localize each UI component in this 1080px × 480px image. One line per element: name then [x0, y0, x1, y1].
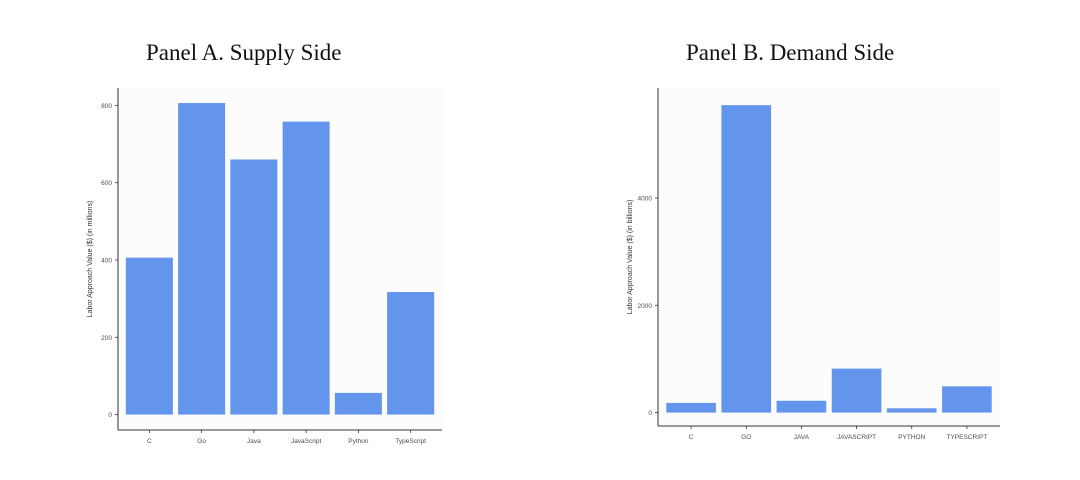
panel-b-bar-python	[886, 408, 937, 413]
panel-b-bar-go	[721, 105, 772, 413]
panel-a-y-axis-label: Labor Approach Value ($) (in millions)	[87, 201, 94, 318]
panel-b-bar-c	[666, 402, 716, 413]
panel-b-y-tick-label-2000: 2000	[638, 303, 653, 310]
panel-a-bar-c	[125, 257, 173, 415]
panel-a-title: Panel A. Supply Side	[146, 40, 342, 65]
panel-b-x-tick-label-typescript: TYPESCRIPT	[946, 434, 987, 441]
panel-a-x-tick-label-typescript: TypeScript	[395, 438, 426, 445]
panel-a-x-tick-label-java: Java	[247, 438, 261, 445]
panel-b-x-tick-label-go: GO	[741, 434, 751, 441]
supply-side-bar-chart: C Go Java JavaScript Python TypeScript 0 200 400…	[87, 88, 442, 445]
panel-b-x-tick-label-java: JAVA	[794, 434, 810, 441]
panel-b-plot-area	[658, 88, 1000, 426]
panel-a-x-tick-label-javascript: JavaScript	[291, 438, 322, 445]
panel-b-y-tick-label-4000: 4000	[638, 195, 653, 202]
panel-a-x-tick-label-go: Go	[197, 438, 206, 445]
panel-a-y-tick-label-600: 600	[101, 180, 112, 187]
panel-b-x-tick-label-c: C	[689, 434, 694, 441]
panel-a-y-tick-label-400: 400	[101, 257, 112, 264]
panel-a-y-tick-label-0: 0	[108, 412, 112, 419]
panel-b-bar-javascript	[831, 368, 882, 413]
panel-a-bar-python	[334, 392, 382, 415]
panel-a-y-tick-label-800: 800	[101, 103, 112, 110]
panel-b-y-tick-label-0: 0	[648, 410, 652, 417]
panel-a-y-tick-label-200: 200	[101, 335, 112, 342]
panel-b-bar-typescript	[942, 386, 992, 413]
panel-a-x-tick-label-python: Python	[348, 438, 369, 445]
panel-a-bar-go	[178, 103, 226, 415]
panel-a-bar-javascript	[282, 121, 330, 415]
panel-a-bar-typescript	[387, 292, 435, 415]
panel-a-x-tick-label-c: C	[147, 438, 152, 445]
panel-a-bar-java	[230, 159, 278, 415]
panel-b-y-axis-label: Labor Approach Value ($) (in billions)	[627, 200, 634, 315]
panel-b-title: Panel B. Demand Side	[686, 40, 895, 65]
panel-b-bar-java	[776, 400, 827, 413]
panel-b-x-tick-label-javascript: JAVASCRIPT	[837, 434, 876, 441]
panel-b-x-tick-label-python: PYTHON	[898, 434, 925, 441]
